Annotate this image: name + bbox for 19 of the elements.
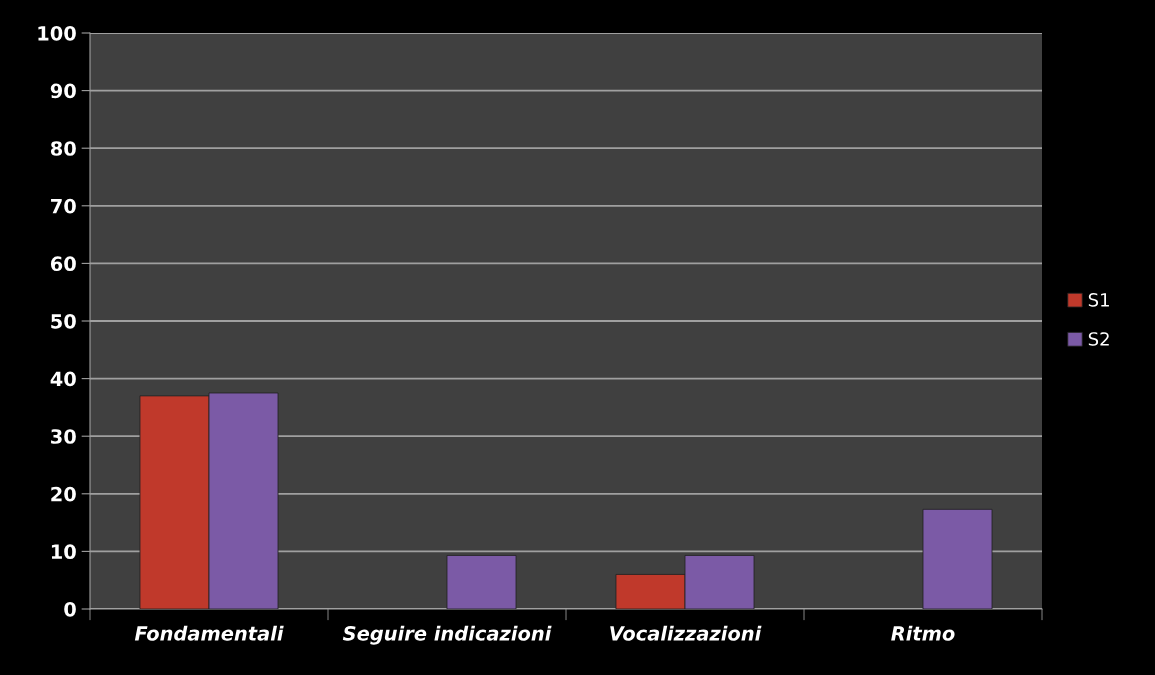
y-tick-label: 60: [50, 256, 76, 272]
y-tick-label: 90: [50, 83, 76, 99]
y-tick-label: 50: [51, 313, 76, 329]
legend-label: S2: [1088, 332, 1109, 346]
bar: [922, 508, 993, 609]
x-tick-label: Vocalizzazioni: [610, 625, 762, 641]
y-tick-label: 0: [64, 601, 76, 617]
y-tick-label: 40: [50, 371, 76, 387]
y-tick-label: 80: [50, 141, 76, 156]
legend-label: S1: [1088, 293, 1109, 307]
x-tick-label: Fondamentali: [134, 625, 284, 641]
y-tick-label: 30: [51, 429, 76, 444]
bar: [446, 555, 517, 609]
x-tick-label: Ritmo: [891, 625, 955, 641]
y-tick-label: 100: [38, 25, 76, 41]
y-tick-label: 20: [51, 486, 76, 502]
x-tick-label: Seguire indicazioni: [342, 625, 552, 645]
y-tick-label: 70: [51, 198, 76, 214]
y-tick-label: 10: [51, 544, 76, 560]
